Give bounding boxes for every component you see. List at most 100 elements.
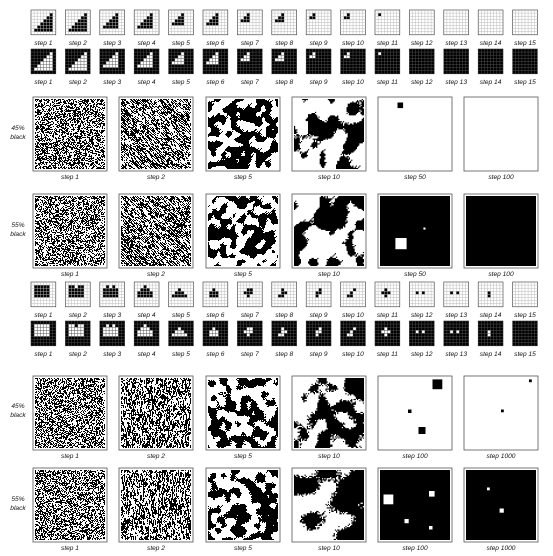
step-label: step 2 bbox=[147, 453, 165, 460]
step-label: step 11 bbox=[377, 40, 398, 47]
large-panel bbox=[463, 193, 539, 269]
small-cell-thumbnail bbox=[271, 281, 297, 308]
step-label: step 5 bbox=[172, 40, 190, 47]
small-cell-thumbnail bbox=[30, 281, 57, 308]
large-panel bbox=[205, 375, 281, 451]
step-label: step 13 bbox=[445, 79, 467, 86]
step-label: step 14 bbox=[480, 351, 502, 358]
step-label: step 8 bbox=[275, 40, 293, 47]
small-cell-thumbnail bbox=[133, 281, 160, 308]
small-cell-thumbnail bbox=[271, 320, 297, 347]
small-cell-thumbnail bbox=[374, 48, 401, 75]
small-cell-thumbnail bbox=[305, 320, 332, 347]
step-label: step 12 bbox=[411, 351, 433, 358]
row-label-black: black bbox=[10, 134, 26, 141]
small-cell-thumbnail bbox=[65, 48, 91, 75]
step-label: step 12 bbox=[411, 312, 433, 319]
step-label: step 100 bbox=[488, 174, 514, 181]
small-cell-thumbnail bbox=[30, 320, 57, 347]
small-cell-thumbnail bbox=[340, 9, 366, 36]
step-label: step 15 bbox=[514, 312, 536, 319]
small-cell-thumbnail bbox=[477, 320, 504, 347]
small-cell-thumbnail bbox=[512, 281, 538, 308]
small-cell-thumbnail bbox=[477, 281, 504, 308]
small-cell-thumbnail bbox=[99, 281, 125, 308]
large-row-rule-b-45: step 1 step 2 step 5 step 10 step 100 step 10… bbox=[32, 375, 539, 460]
large-panel bbox=[32, 375, 108, 451]
step-label: step 8 bbox=[275, 351, 293, 358]
large-panel bbox=[377, 467, 453, 543]
small-cell-thumbnail bbox=[168, 320, 194, 347]
small-row-rule-b-white: step 1 step 2 step 3 step 4 step 5 step 6 step… bbox=[30, 281, 538, 319]
small-cell-thumbnail bbox=[374, 9, 401, 36]
step-label: step 14 bbox=[480, 312, 502, 319]
step-label: step 9 bbox=[310, 79, 328, 86]
small-cell-thumbnail bbox=[443, 9, 469, 36]
step-label: step 5 bbox=[234, 174, 252, 181]
step-label: step 2 bbox=[69, 79, 87, 86]
step-label: step 12 bbox=[411, 79, 433, 86]
small-row-rule-a-black: step 1 step 2 step 3 step 4 step 5 step 6 step… bbox=[30, 48, 538, 86]
row-label-black: black bbox=[10, 412, 26, 419]
small-cell-thumbnail bbox=[202, 320, 229, 347]
large-panel bbox=[205, 193, 281, 269]
step-label: step 14 bbox=[480, 40, 502, 47]
step-label: step 3 bbox=[103, 79, 121, 86]
step-label: step 1 bbox=[61, 453, 79, 460]
large-panel bbox=[377, 96, 453, 172]
step-label: step 6 bbox=[206, 312, 224, 319]
step-label: step 7 bbox=[241, 40, 259, 47]
step-label: step 15 bbox=[514, 40, 536, 47]
step-label: step 100 bbox=[402, 545, 428, 552]
small-cell-thumbnail bbox=[305, 281, 332, 308]
step-label: step 11 bbox=[377, 351, 398, 358]
step-label: step 3 bbox=[103, 351, 121, 358]
row-label-percent: 55% bbox=[11, 222, 24, 229]
step-label: step 2 bbox=[147, 271, 165, 278]
small-cell-thumbnail bbox=[477, 48, 504, 75]
small-row-rule-a-white: step 1 step 2 step 3 step 4 step 5 step 6 step… bbox=[30, 9, 538, 47]
step-label: step 8 bbox=[275, 79, 293, 86]
step-label: step 13 bbox=[445, 40, 467, 47]
step-label: step 5 bbox=[234, 271, 252, 278]
row-label-black: black bbox=[10, 231, 26, 238]
small-cell-thumbnail bbox=[340, 48, 366, 75]
step-label: step 4 bbox=[138, 79, 156, 86]
small-cell-thumbnail bbox=[237, 281, 263, 308]
step-label: step 7 bbox=[241, 79, 259, 86]
step-label: step 2 bbox=[147, 545, 165, 552]
step-label: step 1 bbox=[34, 79, 52, 86]
large-panel bbox=[463, 375, 539, 451]
small-cell-thumbnail bbox=[65, 9, 91, 36]
step-label: step 7 bbox=[241, 351, 259, 358]
step-label: step 5 bbox=[172, 312, 190, 319]
small-cell-thumbnail bbox=[374, 281, 401, 308]
step-label: step 1 bbox=[61, 271, 79, 278]
small-cell-thumbnail bbox=[133, 9, 160, 36]
small-cell-thumbnail bbox=[237, 9, 263, 36]
step-label: step 10 bbox=[318, 174, 340, 181]
step-label: step 9 bbox=[310, 312, 328, 319]
step-label: step 8 bbox=[275, 312, 293, 319]
small-cell-thumbnail bbox=[271, 48, 297, 75]
step-label: step 9 bbox=[310, 40, 328, 47]
small-cell-thumbnail bbox=[99, 48, 125, 75]
small-cell-thumbnail bbox=[374, 320, 401, 347]
large-panel bbox=[32, 467, 108, 543]
step-label: step 5 bbox=[234, 453, 252, 460]
step-label: step 9 bbox=[310, 351, 328, 358]
step-label: step 1 bbox=[34, 312, 52, 319]
step-label: step 6 bbox=[206, 40, 224, 47]
row-label-percent: 45% bbox=[11, 125, 24, 132]
step-label: step 1000 bbox=[487, 545, 516, 552]
step-label: step 1 bbox=[34, 40, 52, 47]
large-row-rule-a-45: step 1 step 2 step 5 step 10 step 50 step 100 bbox=[32, 96, 539, 181]
step-label: step 6 bbox=[206, 351, 224, 358]
small-cell-thumbnail bbox=[99, 9, 125, 36]
step-label: step 2 bbox=[69, 351, 87, 358]
small-cell-thumbnail bbox=[99, 320, 125, 347]
large-panel bbox=[205, 467, 281, 543]
large-panel bbox=[377, 375, 453, 451]
